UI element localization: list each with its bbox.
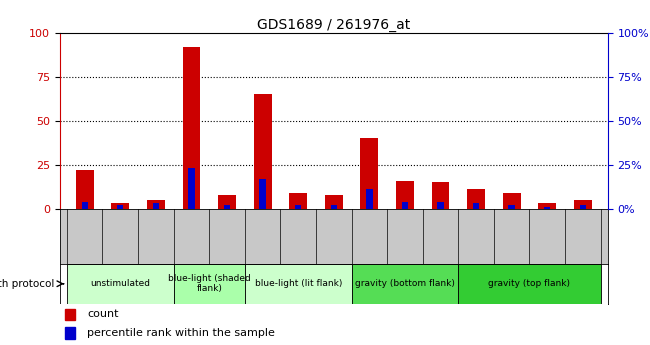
Bar xyxy=(183,47,200,209)
Title: GDS1689 / 261976_at: GDS1689 / 261976_at xyxy=(257,18,410,32)
Bar xyxy=(352,264,458,304)
Bar xyxy=(67,264,174,304)
Text: blue-light (shaded
flank): blue-light (shaded flank) xyxy=(168,274,251,294)
Bar xyxy=(147,200,164,209)
Text: unstimulated: unstimulated xyxy=(90,279,150,288)
Bar xyxy=(402,202,408,209)
Text: blue-light (lit flank): blue-light (lit flank) xyxy=(255,279,342,288)
Bar xyxy=(437,202,444,209)
Bar xyxy=(473,204,479,209)
Bar xyxy=(76,170,94,209)
Bar xyxy=(117,205,124,209)
Bar xyxy=(432,182,449,209)
Bar xyxy=(325,195,343,209)
Bar xyxy=(361,138,378,209)
Bar xyxy=(65,308,75,320)
Bar xyxy=(396,180,414,209)
Text: percentile rank within the sample: percentile rank within the sample xyxy=(87,328,275,338)
Bar xyxy=(111,204,129,209)
Bar xyxy=(289,193,307,209)
Bar xyxy=(245,264,352,304)
Bar xyxy=(188,168,194,209)
Text: growth protocol: growth protocol xyxy=(0,279,55,289)
Bar xyxy=(259,179,266,209)
Bar xyxy=(153,204,159,209)
Bar xyxy=(254,94,272,209)
Bar xyxy=(224,205,230,209)
Bar xyxy=(467,189,485,209)
Bar xyxy=(580,205,586,209)
Bar xyxy=(508,205,515,209)
Bar xyxy=(458,264,601,304)
Bar xyxy=(65,327,75,339)
Bar xyxy=(218,195,236,209)
Bar xyxy=(331,205,337,209)
Bar xyxy=(538,204,556,209)
Text: count: count xyxy=(87,309,119,319)
Bar xyxy=(81,202,88,209)
Bar xyxy=(503,193,521,209)
Bar xyxy=(295,205,302,209)
Bar xyxy=(574,200,592,209)
Text: gravity (top flank): gravity (top flank) xyxy=(488,279,571,288)
Text: gravity (bottom flank): gravity (bottom flank) xyxy=(355,279,455,288)
Bar xyxy=(544,207,551,209)
Bar xyxy=(366,189,372,209)
Bar xyxy=(174,264,245,304)
